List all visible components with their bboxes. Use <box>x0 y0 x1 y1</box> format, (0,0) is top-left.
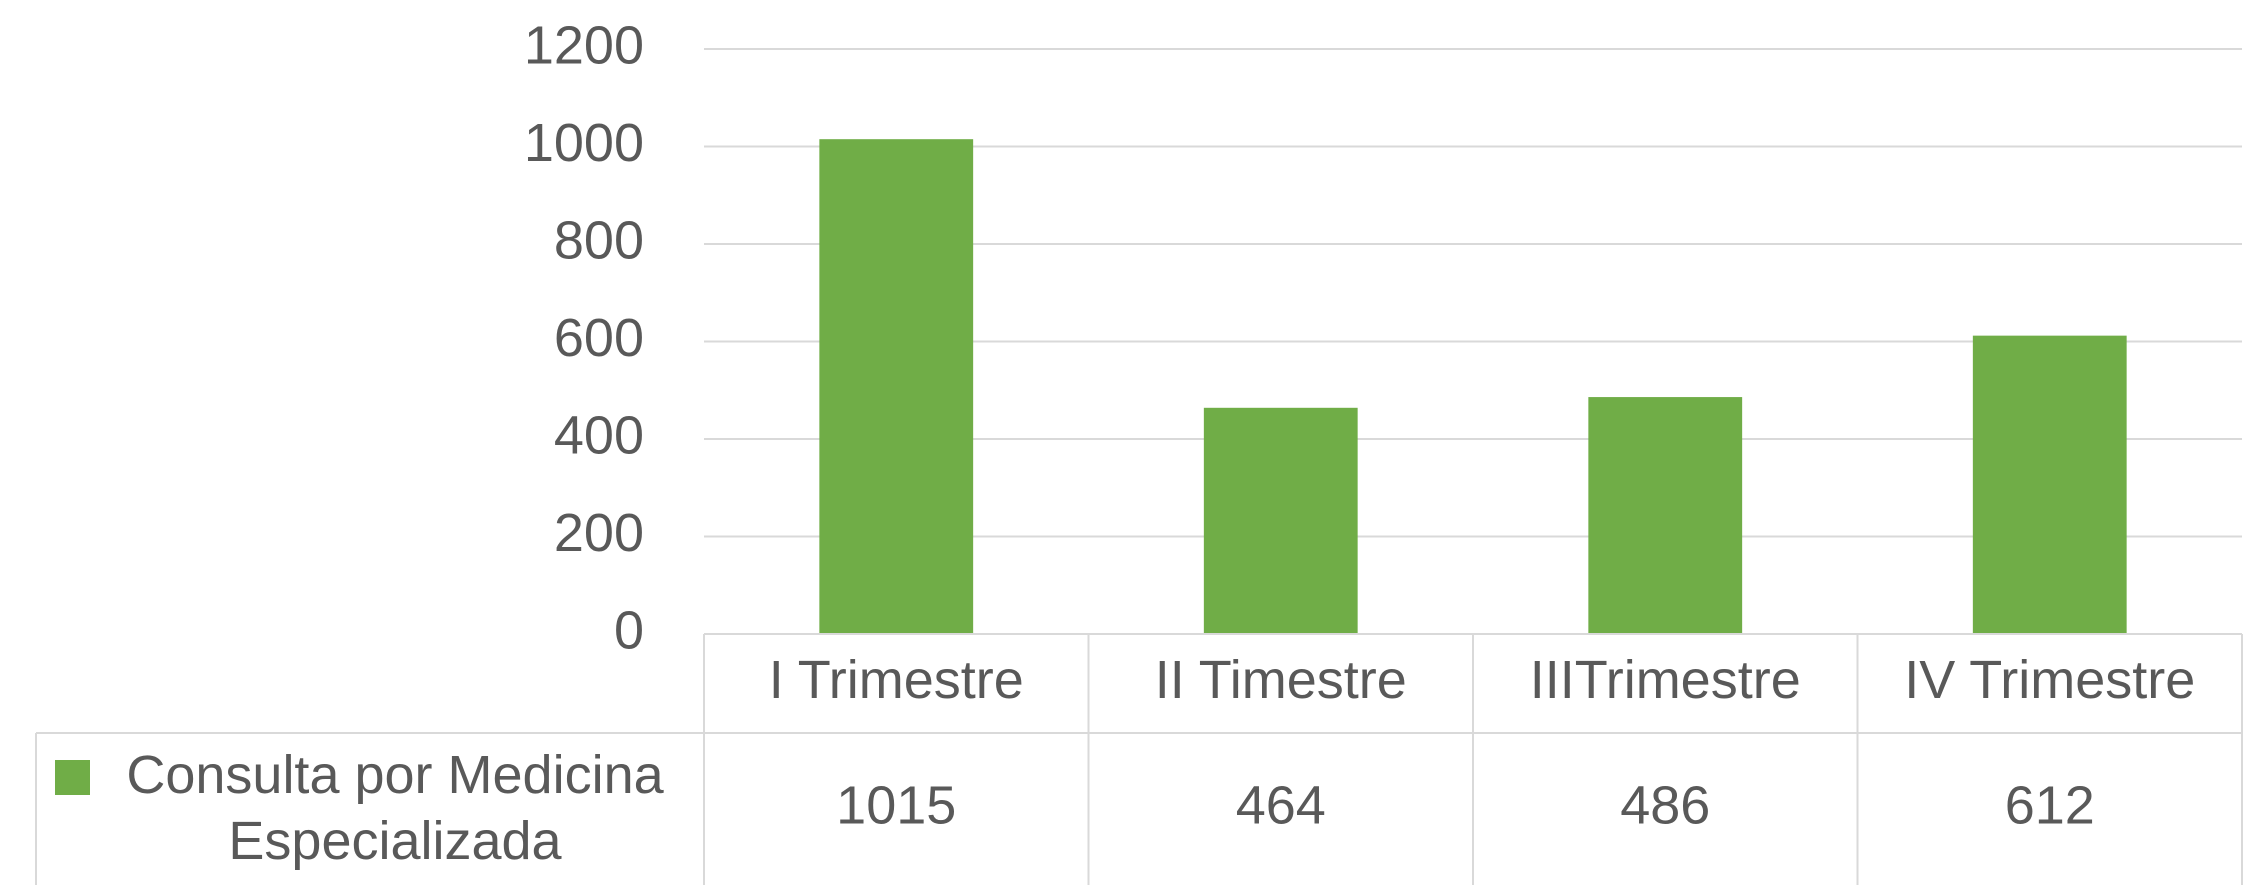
y-tick-label: 1200 <box>524 15 644 75</box>
y-tick-label: 0 <box>614 600 644 660</box>
table-value: 486 <box>1620 775 1710 835</box>
table-value: 612 <box>2005 775 2095 835</box>
x-tick-label: IV Trimestre <box>1904 650 2195 710</box>
x-tick-label: IIITrimestre <box>1530 650 1801 710</box>
y-tick-label: 1000 <box>524 113 644 173</box>
table-value: 464 <box>1236 775 1326 835</box>
y-tick-label: 200 <box>554 503 644 563</box>
bar <box>1203 407 1358 634</box>
table-value: 1015 <box>836 775 956 835</box>
bar <box>1972 335 2127 634</box>
bar <box>819 139 974 634</box>
y-tick-label: 400 <box>554 405 644 465</box>
legend-label: Consulta por Medicina Especializada <box>126 745 664 871</box>
bar <box>1588 397 1743 634</box>
y-tick-label: 600 <box>554 308 644 368</box>
x-tick-label: II Timestre <box>1155 650 1407 710</box>
x-tick-label: I Trimestre <box>769 650 1024 710</box>
y-tick-label: 800 <box>554 210 644 270</box>
legend-swatch <box>55 760 90 795</box>
